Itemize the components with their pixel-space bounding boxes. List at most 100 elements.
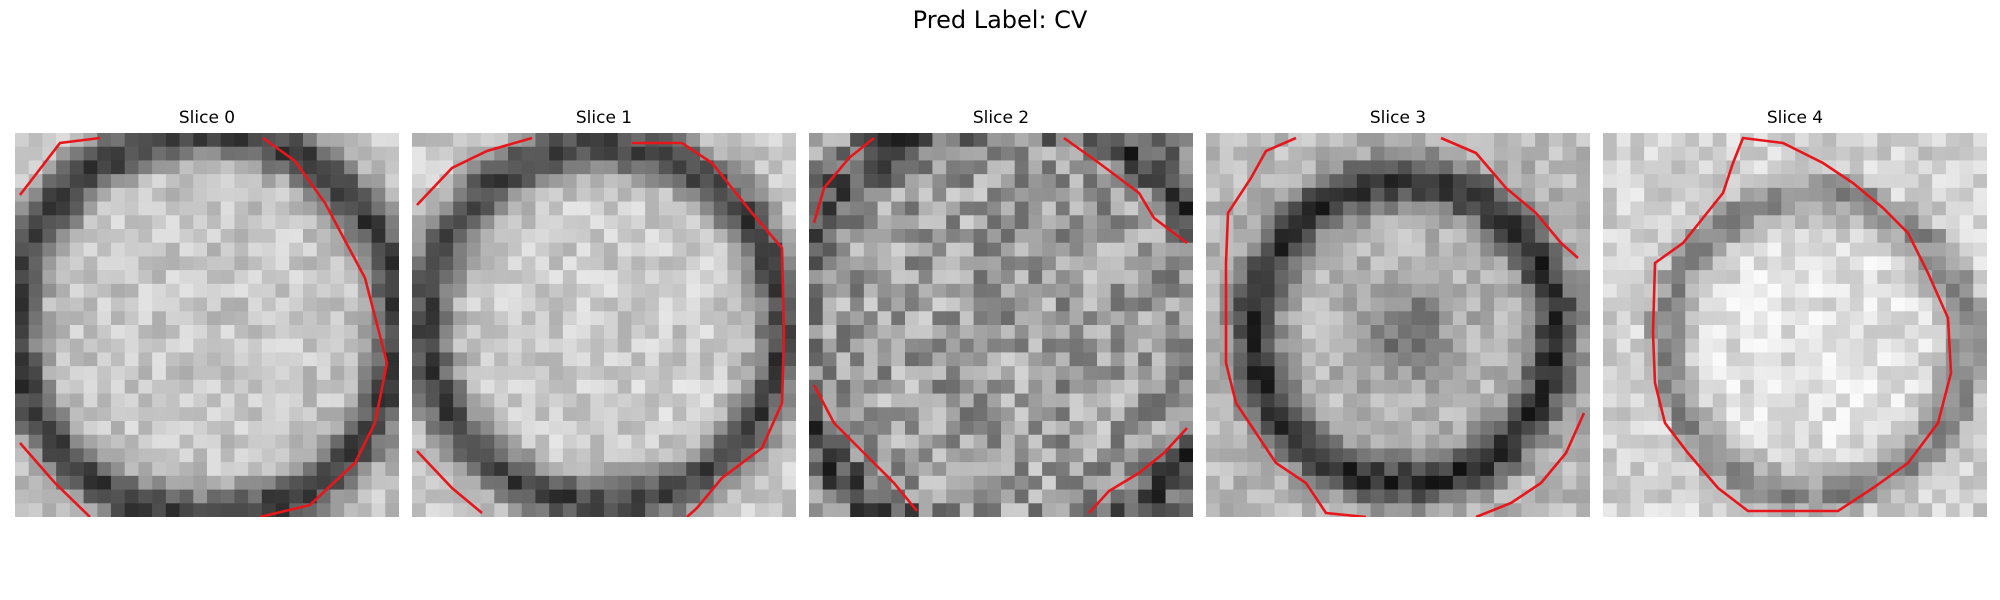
pixel	[248, 187, 263, 202]
pixel	[1329, 242, 1344, 257]
pixel	[1219, 462, 1234, 477]
pixel	[1507, 434, 1522, 449]
pixel	[521, 448, 536, 463]
pixel	[672, 421, 687, 435]
pixel	[863, 448, 878, 463]
pixel	[494, 270, 509, 285]
pixel	[1206, 434, 1220, 449]
pixel	[344, 352, 359, 367]
pixel	[1439, 229, 1454, 243]
pixel	[1001, 407, 1015, 422]
pixel	[275, 407, 290, 422]
pixel	[918, 462, 933, 477]
pixel	[1849, 256, 1864, 271]
pixel	[371, 270, 386, 285]
pixel	[658, 379, 673, 394]
pixel	[1260, 407, 1275, 422]
pixel	[946, 256, 961, 271]
pixel	[645, 215, 660, 230]
pixel	[1973, 283, 1987, 298]
pixel	[207, 489, 221, 504]
pixel	[1562, 352, 1577, 367]
pixel	[1466, 489, 1481, 504]
pixel	[1370, 146, 1385, 161]
pixel	[1507, 256, 1522, 271]
pixel	[1657, 462, 1672, 477]
pixel	[1274, 146, 1289, 161]
pixel	[918, 187, 933, 202]
pixel	[1398, 160, 1412, 175]
pixel	[1411, 146, 1426, 161]
pixel	[617, 256, 632, 271]
pixel	[672, 325, 687, 339]
pixel	[248, 475, 263, 490]
pixel	[549, 366, 564, 381]
pixel	[1603, 215, 1617, 230]
pixel	[1781, 352, 1796, 367]
pixel	[768, 146, 783, 161]
pixel	[466, 229, 481, 243]
pixel	[1014, 146, 1029, 161]
pixel	[385, 229, 399, 243]
pixel	[562, 297, 577, 312]
pixel	[1302, 160, 1316, 175]
pixel	[289, 366, 304, 381]
pixel	[261, 393, 276, 408]
pixel	[1863, 366, 1878, 381]
pixel	[1452, 366, 1467, 381]
pixel	[234, 421, 249, 435]
pixel	[1630, 366, 1645, 381]
pixel	[453, 229, 468, 243]
pixel	[357, 174, 372, 189]
pixel	[1356, 256, 1371, 271]
pixel	[193, 133, 208, 147]
pixel	[466, 379, 481, 394]
pixel	[686, 366, 701, 381]
pixel	[959, 256, 974, 271]
pixel	[1616, 379, 1631, 394]
pixel	[700, 503, 714, 517]
pixel	[1740, 489, 1755, 504]
pixel	[1028, 448, 1043, 463]
pixel	[15, 393, 29, 408]
pixel	[1219, 407, 1234, 422]
pixel	[330, 338, 345, 353]
pixel	[1069, 475, 1084, 490]
pixel	[1274, 489, 1289, 504]
pixel	[987, 352, 1002, 367]
pixel	[1425, 407, 1440, 422]
pixel	[959, 338, 974, 353]
pixel	[1781, 366, 1796, 381]
pixel	[248, 283, 263, 298]
pixel	[165, 407, 180, 422]
pixel	[535, 434, 550, 449]
pixel	[877, 393, 892, 408]
pixel	[1439, 366, 1454, 381]
pixel	[946, 242, 961, 257]
pixel	[344, 434, 359, 449]
pixel	[1753, 448, 1768, 463]
pixel	[1521, 352, 1536, 367]
pixel	[1822, 215, 1837, 230]
pixel	[1179, 434, 1193, 449]
pixel	[207, 338, 221, 353]
pixel	[261, 229, 276, 243]
pixel	[1384, 146, 1399, 161]
pixel	[357, 201, 372, 216]
pixel	[1918, 475, 1933, 490]
pixel	[439, 256, 454, 271]
pixel	[138, 215, 153, 230]
pixel	[165, 325, 180, 339]
pixel	[1932, 133, 1947, 147]
pixel	[1521, 475, 1536, 490]
pixel	[700, 283, 714, 298]
pixel	[1822, 379, 1837, 394]
pixel	[590, 311, 605, 326]
pixel	[508, 475, 522, 490]
pixel	[138, 352, 153, 367]
pixel	[521, 160, 536, 175]
pixel	[1055, 503, 1070, 517]
pixel	[1576, 462, 1590, 477]
pixel	[631, 325, 646, 339]
pixel	[1439, 338, 1454, 353]
